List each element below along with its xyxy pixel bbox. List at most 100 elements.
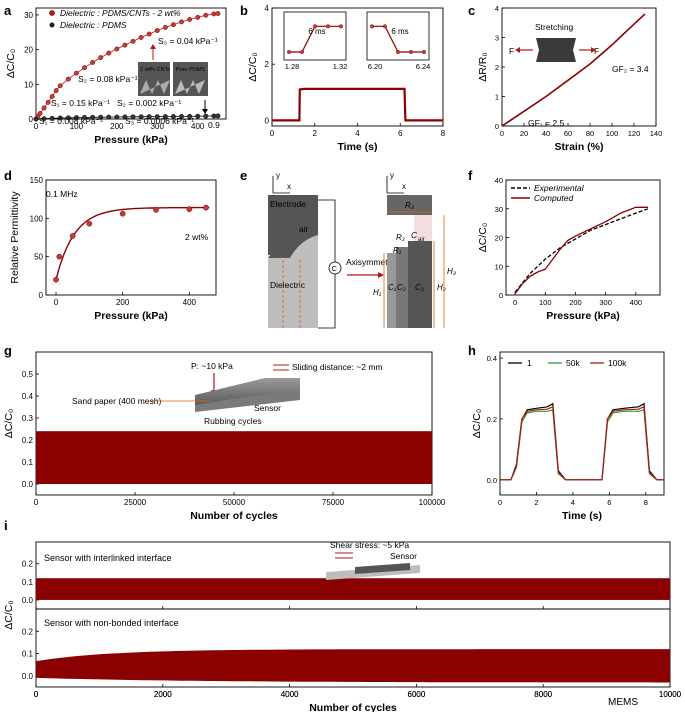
y-tick-label-b-0: 0 <box>265 116 270 125</box>
panel-label-f: f <box>468 168 473 183</box>
panel-label-b: b <box>240 3 248 18</box>
panel-a-annotations: S₁ = 0.15 kPa⁻¹ S₂ = 0.08 kPa⁻¹ S₃ = 0.0… <box>39 36 220 130</box>
x-tick-label-h-2: 4 <box>571 498 575 507</box>
inset-tick-b-0-1: 1.32 <box>333 62 348 71</box>
panel-e-diagram: y x Electrode air Dielectric C Axisymmet… <box>268 171 456 329</box>
data-point-a-0-21 <box>170 22 176 28</box>
x-axis-label-f: Pressure (kPa) <box>546 310 620 322</box>
x-tick-label-a-3: 300 <box>151 122 165 131</box>
x-tick-label-g-1: 25000 <box>124 498 147 507</box>
circuit-capacitance-meter <box>328 261 342 275</box>
y-tick-label-d-2: 100 <box>30 214 44 223</box>
subplot-title-interlinked: Sensor with interlinked interface <box>44 553 172 563</box>
data-point-a-0-16 <box>130 38 136 44</box>
y-tick-label-g-1: 0.1 <box>22 458 34 467</box>
data-point-d-6 <box>186 206 193 212</box>
label-air-left: air <box>299 224 309 234</box>
data-point-a-0-23 <box>187 16 193 22</box>
data-point-d-1 <box>56 253 63 260</box>
panel-d-axes: 0 200 400 0 50 100 150 Pressure (kPa) Relative P… <box>9 176 217 322</box>
inset-point-b-1-3 <box>409 50 414 55</box>
y-tick-label-a-0: 0 <box>29 115 34 124</box>
y-tick-label-g-0: 0.0 <box>22 480 34 489</box>
data-point-a-1-6 <box>82 114 87 120</box>
annot-stretching: Stretching <box>535 22 574 32</box>
data-point-a-0-9 <box>73 70 79 76</box>
stretch-sample <box>536 38 576 62</box>
x-tick-label-b-4: 8 <box>441 129 446 138</box>
x-axis-label-a: Pressure (kPa) <box>94 134 168 146</box>
inset-label-pdms: Pure PDMS <box>176 67 205 73</box>
x-tick-label-i-2: 4000 <box>281 690 299 699</box>
inset-point-b-1-0 <box>370 24 375 29</box>
watermark-text: MEMS <box>608 697 638 708</box>
x-tick-label-c-4: 80 <box>586 129 594 138</box>
panel-a-frame <box>35 7 227 120</box>
y-axis-label-a: ΔC/C₀ <box>5 49 17 78</box>
panel-h-frame <box>499 351 665 496</box>
data-point-a-1-9 <box>106 114 112 120</box>
panel-c-annotations: Stretching F F GF₁ = 2.5 GF₂ = 3.4 <box>509 22 649 128</box>
inset-point-b-1-1 <box>383 24 388 29</box>
data-point-a-0-20 <box>162 24 168 30</box>
annot-shear: Shear stress: ~5 kPa <box>330 540 409 550</box>
data-point-a-1-19 <box>187 113 193 119</box>
axisym-c2 <box>396 247 408 328</box>
panel-label-h: h <box>468 343 476 358</box>
x-tick-label-f-2: 200 <box>569 298 582 307</box>
panel-a-legend: Dielectric : PDMS/CNTs - 2 wt% Dielectri… <box>49 8 181 30</box>
data-point-d-2 <box>69 233 76 239</box>
data-point-a-1-4 <box>65 115 71 121</box>
data-point-a-0-4 <box>45 99 51 105</box>
data-point-a-1-14 <box>146 114 152 120</box>
label-h2: H₂ <box>437 283 446 292</box>
x-axis-label-i2: Number of cycles <box>309 702 397 712</box>
legend-label-computed: Computed <box>534 193 573 203</box>
x-tick-label-i-4: 8000 <box>534 690 552 699</box>
x-axis-label-g: Number of cycles <box>190 510 278 522</box>
series-line-b <box>272 87 443 122</box>
panel-i-annotations: Sensor with interlinked interface Sensor… <box>44 540 420 628</box>
panel-c-axes: 0 20 40 60 80 100 120 140 0 1 2 3 4 Strain (%) ΔR/R₀ <box>477 4 662 153</box>
y-axis-label-h: ΔC/C₀ <box>471 409 483 438</box>
series-line-f-experimental <box>514 208 649 293</box>
data-point-d-4 <box>119 210 126 217</box>
annot-arrowhead-up <box>150 44 156 49</box>
x-tick-label-h-1: 2 <box>534 498 538 507</box>
data-point-a-1-12 <box>130 114 136 120</box>
y-tick-label-b-2: 4 <box>265 4 270 13</box>
annot-s3-pdms: S₃ = 0.0006 kPa⁻¹ <box>125 116 194 126</box>
data-point-a-0-3 <box>41 105 47 111</box>
legend-label-h1: 1 <box>527 358 532 368</box>
y-tick-label-g-5: 0.5 <box>22 370 34 379</box>
label-r2: R₂ <box>396 233 405 242</box>
inset-point-b-0-1 <box>300 50 305 55</box>
y-tick-label-d-0: 0 <box>39 291 44 300</box>
data-point-a-1-3 <box>57 115 63 121</box>
y-tick-label-g-3: 0.3 <box>22 414 34 423</box>
y-tick-label-f-0: 0 <box>499 291 503 300</box>
annot-gf2: GF₂ = 3.4 <box>612 64 649 74</box>
y-tick-label-a-3: 30 <box>24 11 33 20</box>
x-tick-label-h-3: 6 <box>607 498 611 507</box>
y-tick-label-f-4: 40 <box>495 176 503 185</box>
y-tick-label-c-0: 0 <box>495 122 499 131</box>
x-tick-label-i2-2: 4000 <box>281 690 299 699</box>
x-tick-label-h-4: 8 <box>644 498 648 507</box>
x-tick-label-a-2: 200 <box>110 122 124 131</box>
x-axis-label-b: Time (s) <box>337 141 377 153</box>
x-tick-label-g-2: 50000 <box>223 498 246 507</box>
x-tick-label-f-4: 400 <box>630 298 643 307</box>
x-tick-label-f-0: 0 <box>513 298 517 307</box>
axis-x-right: x <box>402 182 406 191</box>
data-point-a-0-7 <box>57 83 63 89</box>
y-tick-label-i2-0: 0.0 <box>22 672 34 681</box>
data-point-a-0-26 <box>211 11 217 17</box>
y-tick-label-b-1: 2 <box>265 60 270 69</box>
panel-b-axes: 0 2 4 6 8 0 2 4 Time (s) ΔC/C₀ 6 ms 1.28 1.32 6 ms 6.2… <box>247 4 446 153</box>
label-c3: C₃ <box>415 283 424 292</box>
shear-sensor <box>355 563 410 574</box>
data-point-a-0-18 <box>146 31 152 37</box>
panel-label-e: e <box>240 168 247 183</box>
y-axis-label-f: ΔC/C₀ <box>477 223 489 252</box>
